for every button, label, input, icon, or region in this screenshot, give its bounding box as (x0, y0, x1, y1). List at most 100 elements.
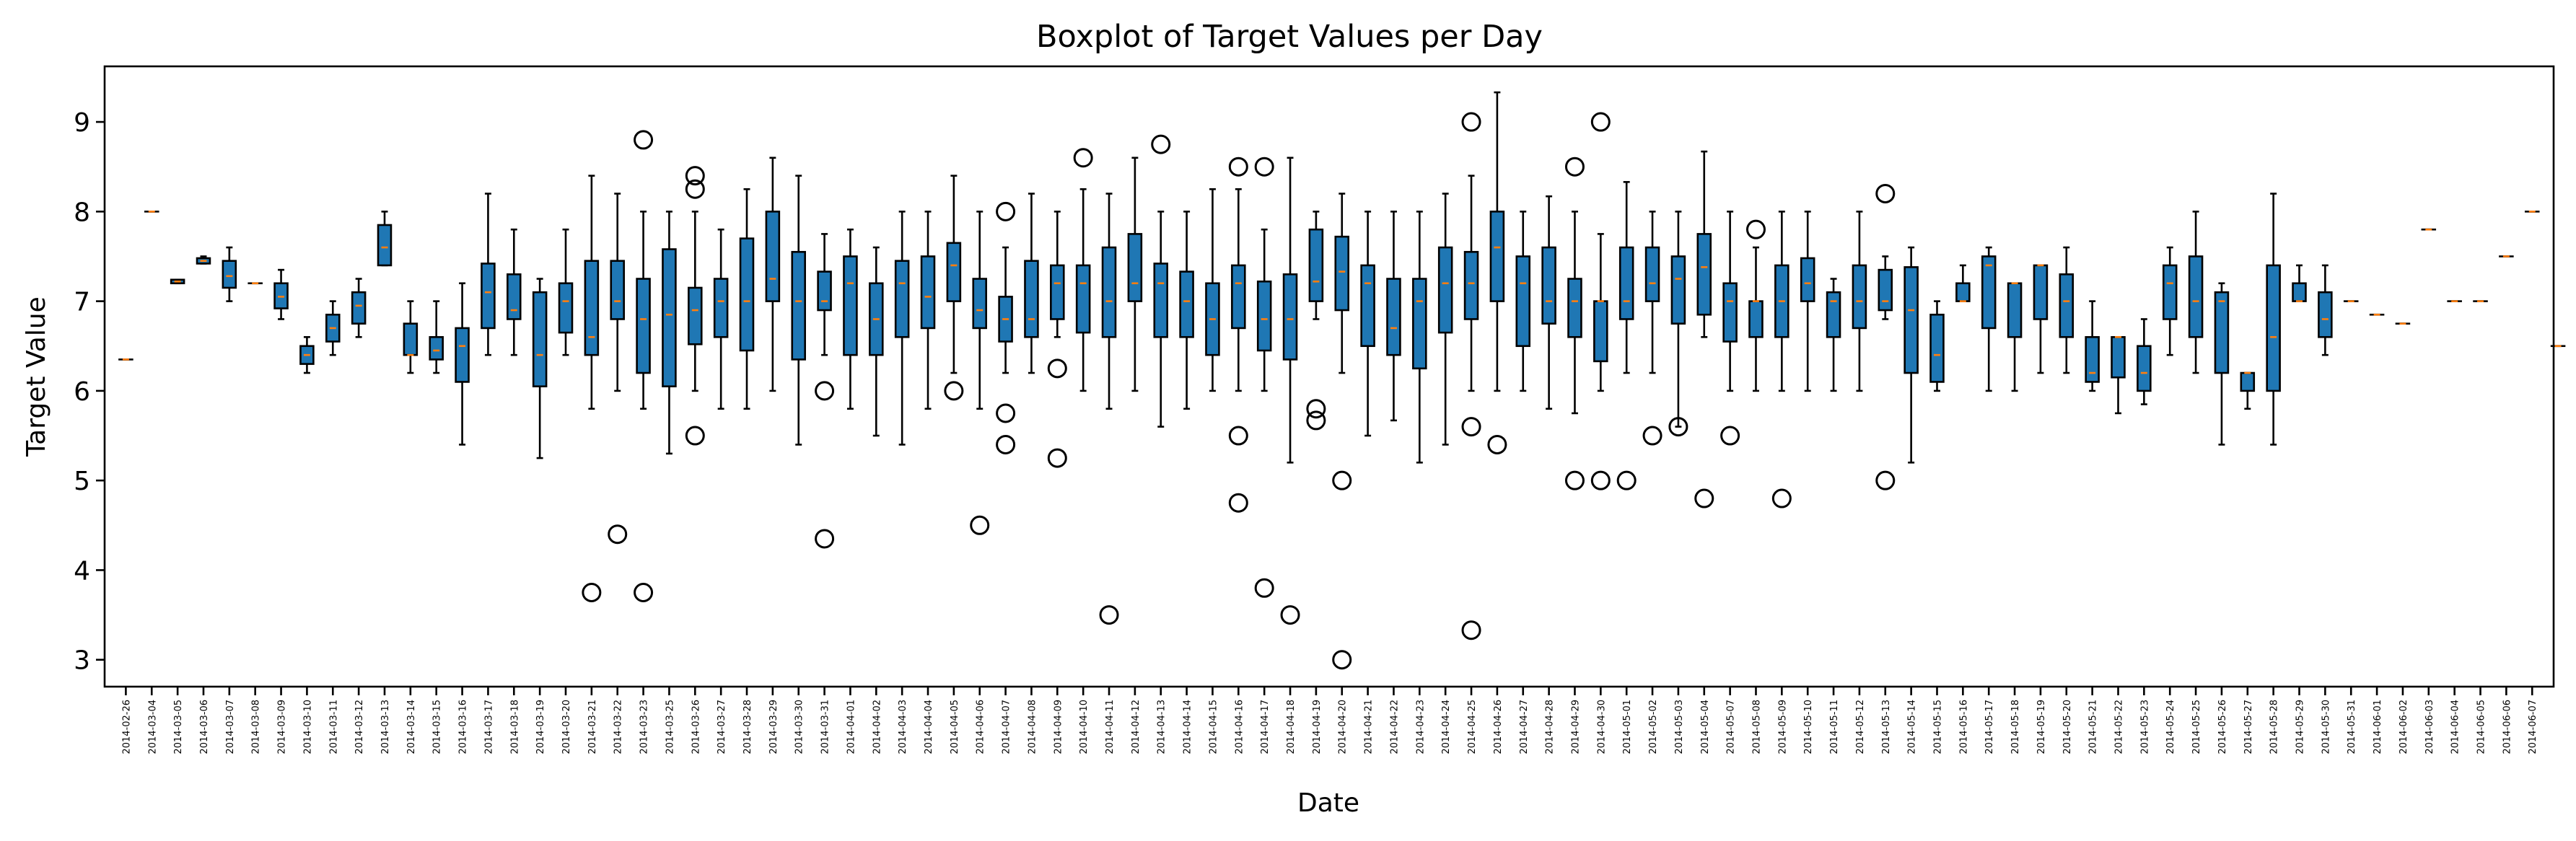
iqr-box (1437, 246, 1453, 334)
iqr-box (2318, 291, 2333, 338)
x-tick-label: 2014-05-26 (2217, 700, 2228, 754)
x-tick-label: 2014-03-30 (794, 700, 805, 754)
x-tick-label: 2014-03-09 (277, 700, 288, 754)
box-2014-04-16 (1228, 157, 1248, 513)
box-2014-05-22 (2111, 336, 2126, 415)
iqr-box (662, 248, 677, 387)
iqr-box (2033, 264, 2049, 320)
outlier-point (1332, 470, 1352, 490)
y-axis-label: Target Value (22, 296, 51, 457)
outlier-point (1875, 183, 1896, 203)
outlier-point (1047, 358, 1067, 379)
x-tick-label: 2014-05-28 (2269, 700, 2280, 754)
x-tick-label: 2014-04-18 (1286, 700, 1297, 754)
x-tick-label: 2014-03-29 (768, 700, 779, 754)
x-tick-label: 2014-04-11 (1105, 700, 1116, 754)
x-tick-label: 2014-05-29 (2295, 700, 2306, 754)
x-tick-label: 2014-06-02 (2398, 700, 2409, 754)
x-tick-label: 2014-04-20 (1338, 700, 1349, 754)
box-2014-03-07 (222, 246, 237, 302)
x-tick-label: 2014-05-23 (2139, 700, 2150, 754)
box-2014-05-28 (2266, 193, 2281, 446)
box-2014-03-16 (455, 282, 470, 446)
x-tick-label: 2014-06-01 (2373, 700, 2383, 754)
x-tick-label: 2014-04-01 (846, 700, 857, 754)
iqr-box (946, 242, 962, 302)
x-tick-label: 2014-05-03 (1674, 700, 1685, 754)
x-tick-label: 2014-05-01 (1622, 700, 1633, 754)
outlier-point (815, 529, 835, 549)
iqr-box (2266, 264, 2281, 392)
box-2014-05-20 (2059, 246, 2075, 374)
box-2014-05-23 (2137, 318, 2152, 405)
x-tick-label: 2014-04-16 (1234, 700, 1245, 754)
x-tick-label: 2014-03-10 (302, 700, 313, 754)
iqr-box (1386, 278, 1401, 356)
iqr-box (2292, 282, 2307, 302)
x-tick-label: 2014-05-04 (1700, 700, 1711, 754)
x-tick-label: 2014-03-23 (639, 700, 650, 754)
iqr-box (1101, 246, 1117, 338)
x-tick-label: 2014-03-19 (535, 700, 546, 754)
outlier-point (1461, 417, 1481, 437)
iqr-box (1981, 255, 1997, 330)
box-2014-04-07 (996, 201, 1016, 454)
x-tick-label: 2014-04-02 (872, 700, 882, 754)
box-2014-03-18 (507, 228, 522, 356)
x-tick-label: 2014-04-10 (1079, 700, 1090, 754)
box-2014-05-24 (2162, 246, 2178, 356)
outlier-point (996, 201, 1016, 221)
outlier-point (1332, 650, 1352, 670)
iqr-box (610, 260, 625, 320)
box-2014-05-04 (1694, 150, 1714, 508)
x-tick-label: 2014-03-13 (380, 700, 391, 754)
x-tick-label: 2014-04-13 (1157, 700, 1167, 754)
iqr-box (972, 278, 987, 330)
iqr-box (2214, 291, 2230, 374)
y-axis: 3 4 5 6 7 8 9 (74, 108, 105, 676)
iqr-box (1308, 228, 1324, 302)
iqr-box (1593, 300, 1608, 363)
outlier-point (1228, 157, 1248, 177)
iqr-box (377, 224, 393, 267)
iqr-box (1024, 260, 1039, 338)
iqr-box (1541, 246, 1556, 325)
x-tick-label: 2014-03-14 (406, 700, 417, 754)
iqr-box (817, 270, 832, 312)
x-tick-label: 2014-03-21 (587, 700, 598, 754)
box-2014-04-20 (1332, 193, 1352, 670)
iqr-box (765, 211, 781, 302)
box-2014-04-09 (1047, 211, 1067, 468)
x-tick-label: 2014-05-07 (1726, 700, 1737, 754)
x-tick-label: 2014-04-14 (1183, 700, 1193, 754)
iqr-box (1748, 300, 1764, 338)
x-tick-label: 2014-04-22 (1389, 700, 1400, 754)
box-2014-04-03 (894, 211, 910, 446)
box-2014-05-30 (2318, 264, 2333, 356)
outlier-point (1720, 426, 1740, 446)
x-tick-label: 2014-03-20 (561, 700, 572, 754)
outlier-point (1280, 605, 1300, 625)
iqr-box (894, 260, 910, 338)
x-tick-label: 2014-03-04 (147, 700, 158, 754)
box-2014-03-05 (170, 278, 185, 285)
plot-marks (118, 91, 2566, 670)
x-tick-label: 2014-05-14 (1907, 700, 1918, 754)
outlier-point (996, 403, 1016, 423)
box-2014-05-14 (1903, 246, 1919, 464)
x-tick-label: 2014-05-20 (2062, 700, 2073, 754)
outlier-point (1668, 417, 1688, 437)
x-tick-label: 2014-05-12 (1855, 700, 1866, 754)
iqr-box (1075, 264, 1091, 334)
iqr-box (1050, 264, 1065, 320)
x-tick-label: 2014-04-27 (1519, 700, 1530, 754)
box-2014-05-15 (1929, 300, 1945, 392)
x-tick-label: 2014-04-28 (1545, 700, 1556, 754)
box-2014-03-19 (532, 278, 548, 459)
box-2014-03-30 (791, 175, 806, 446)
x-tick-label: 2014-05-13 (1881, 700, 1892, 754)
iqr-box (1489, 211, 1505, 302)
outlier-point (1099, 605, 1119, 625)
box-2014-04-26 (1487, 91, 1507, 454)
